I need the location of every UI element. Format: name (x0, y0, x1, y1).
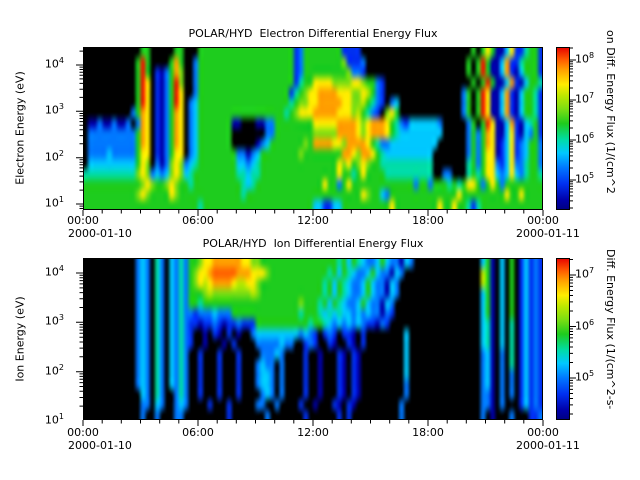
axes-ticks-path (76, 47, 576, 426)
